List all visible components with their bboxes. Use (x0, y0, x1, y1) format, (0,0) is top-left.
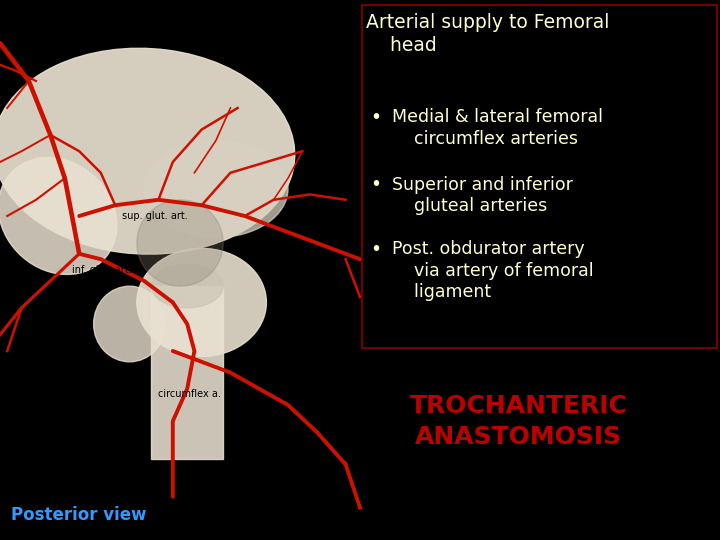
Text: •: • (370, 240, 381, 259)
Text: circumflex a.: circumflex a. (158, 389, 221, 399)
Text: inf. glut. art.: inf. glut. art. (72, 265, 132, 275)
Text: Posterior view: Posterior view (11, 506, 146, 524)
Ellipse shape (0, 48, 294, 254)
Ellipse shape (151, 265, 223, 308)
Text: Post. obdurator artery
    via artery of femoral
    ligament: Post. obdurator artery via artery of fem… (392, 240, 594, 301)
Ellipse shape (144, 140, 288, 238)
Bar (362, 5, 717, 348)
Text: •: • (370, 108, 381, 127)
Ellipse shape (0, 158, 117, 274)
Text: Superior and inferior
    gluteal arteries: Superior and inferior gluteal arteries (392, 176, 573, 215)
Ellipse shape (137, 200, 223, 286)
Text: TROCHANTERIC
ANASTOMOSIS: TROCHANTERIC ANASTOMOSIS (410, 394, 627, 449)
Text: sup. glut. art.: sup. glut. art. (122, 211, 188, 221)
Text: •: • (370, 176, 381, 194)
Text: Arterial supply to Femoral
    head: Arterial supply to Femoral head (366, 14, 609, 55)
Ellipse shape (137, 248, 266, 356)
Text: Medial & lateral femoral
    circumflex arteries: Medial & lateral femoral circumflex arte… (392, 108, 603, 147)
Bar (151, 286, 223, 459)
Ellipse shape (94, 286, 166, 362)
